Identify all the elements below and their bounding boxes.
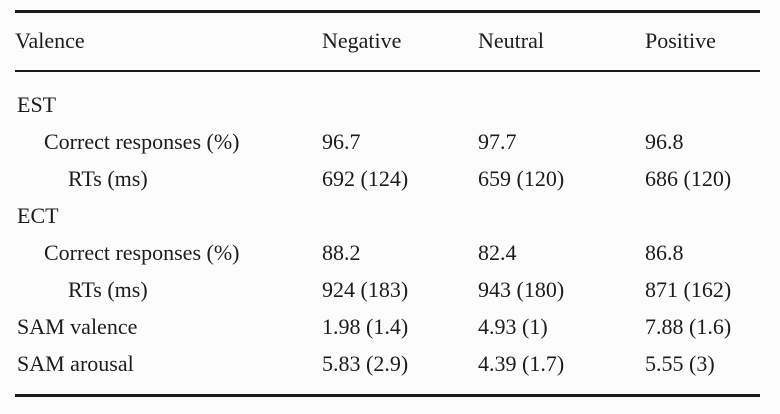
table-row: Correct responses (%) 88.2 82.4 86.8 [15, 234, 760, 271]
cell-value [645, 71, 760, 123]
cell-value [478, 197, 645, 234]
col-header-valence: Valence [15, 11, 322, 72]
row-label: RTs (ms) [68, 165, 148, 191]
row-label: SAM valence [17, 313, 138, 339]
cell-value [645, 197, 760, 234]
cell-value: 96.8 [645, 128, 684, 154]
cell-value: 871 (162) [645, 276, 732, 302]
cell-value: 1.98 (1.4) [322, 313, 409, 339]
row-label: ECT [17, 202, 59, 228]
table-row: Correct responses (%) 96.7 97.7 96.8 [15, 123, 760, 160]
cell-value [322, 197, 478, 234]
cell-value [322, 71, 478, 123]
cell-value: 5.83 (2.9) [322, 350, 409, 376]
header-row: Valence Negative Neutral Positive [15, 11, 760, 72]
cell-value: 4.93 (1) [478, 313, 548, 339]
cell-value: 82.4 [478, 239, 517, 265]
cell-value: 97.7 [478, 128, 517, 154]
cell-value: 96.7 [322, 128, 361, 154]
behavioral-results-table: Valence Negative Neutral Positive EST Cor… [15, 10, 760, 397]
cell-value: 5.55 (3) [645, 350, 715, 376]
table-row: RTs (ms) 692 (124) 659 (120) 686 (120) [15, 160, 760, 197]
cell-value [478, 71, 645, 123]
table-row: SAM arousal 5.83 (2.9) 4.39 (1.7) 5.55 (3) [15, 345, 760, 396]
cell-value: 943 (180) [478, 276, 565, 302]
cell-value: 659 (120) [478, 165, 565, 191]
row-label: Correct responses (%) [44, 239, 240, 265]
table-row: ECT [15, 197, 760, 234]
cell-value: 686 (120) [645, 165, 732, 191]
row-label: SAM arousal [17, 350, 134, 376]
cell-value: 86.8 [645, 239, 684, 265]
cell-value: 4.39 (1.7) [478, 350, 565, 376]
cell-value: 88.2 [322, 239, 361, 265]
col-header-neutral: Neutral [478, 11, 645, 72]
table-row: SAM valence 1.98 (1.4) 4.93 (1) 7.88 (1.6) [15, 308, 760, 345]
row-label: Correct responses (%) [44, 128, 240, 154]
col-header-negative: Negative [322, 11, 478, 72]
cell-value: 924 (183) [322, 276, 409, 302]
table-row: RTs (ms) 924 (183) 943 (180) 871 (162) [15, 271, 760, 308]
col-header-positive: Positive [645, 11, 760, 72]
cell-value: 7.88 (1.6) [645, 313, 732, 339]
cell-value: 692 (124) [322, 165, 409, 191]
table-row: EST [15, 71, 760, 123]
row-label: RTs (ms) [68, 276, 148, 302]
row-label: EST [17, 91, 57, 117]
